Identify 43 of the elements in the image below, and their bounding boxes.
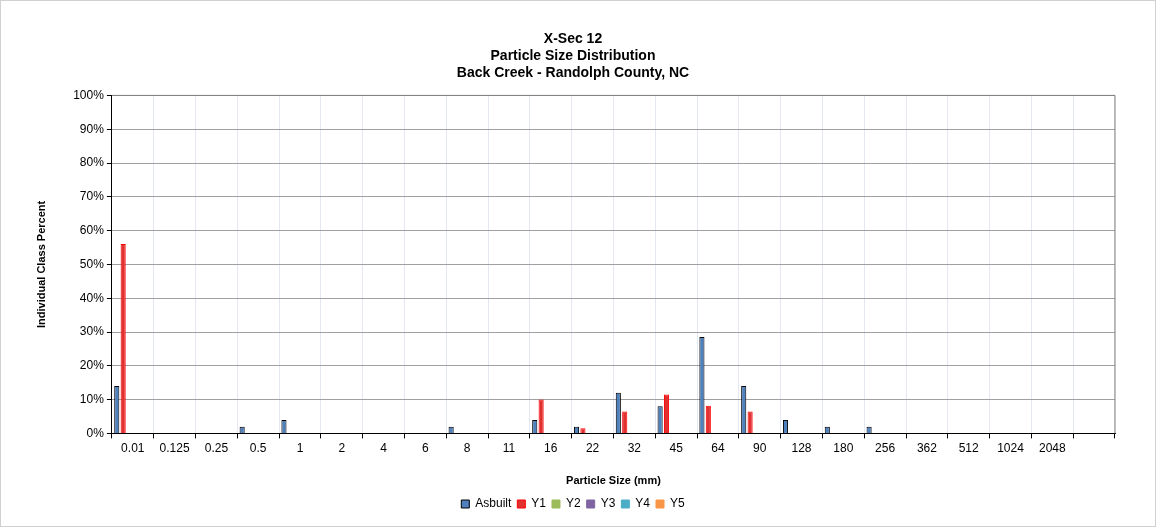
y-tick-label: 60%	[79, 222, 105, 237]
x-tick-label: 45	[669, 440, 684, 455]
chart-title: X-Sec 12 Particle Size Distribution Back Creek - Randolph County, NC	[456, 30, 690, 80]
x-tick-label: 0.25	[204, 440, 229, 455]
x-tick-label: 6	[422, 440, 430, 455]
x-tick-label: 64	[711, 440, 725, 455]
x-tick-label: 180	[833, 440, 854, 455]
x-tick-label: 128	[791, 440, 812, 455]
x-tick-label: 32	[627, 440, 642, 455]
x-tick-label: 1024	[997, 440, 1025, 455]
y-axis-title: Individual Class Percent	[34, 200, 47, 328]
x-tick-label: 2	[338, 440, 346, 455]
y-tick-label: 20%	[79, 358, 105, 373]
y-tick-label: 90%	[79, 121, 105, 136]
x-tick-label: 90	[753, 440, 767, 455]
x-tick-label: 16	[544, 440, 558, 455]
legend-label: Asbuilt	[475, 496, 512, 511]
x-tick-label: 1	[296, 440, 304, 455]
x-tick-label: 512	[958, 440, 980, 455]
y-tick-label: 80%	[79, 155, 105, 170]
x-tick-label: 4	[380, 440, 388, 455]
legend-label: Y4	[635, 496, 651, 511]
x-tick-label: 2048	[1038, 440, 1066, 455]
x-tick-label: 0.01	[121, 440, 145, 455]
x-tick-label: 0.125	[159, 440, 190, 455]
x-tick-label: 11	[502, 440, 516, 455]
x-tick-label: 22	[585, 440, 600, 455]
y-tick-label: 30%	[79, 324, 105, 339]
x-axis-title: Particle Size (mm)	[566, 474, 662, 487]
legend-label: Y5	[670, 496, 686, 511]
x-tick-label: 256	[875, 440, 896, 455]
y-tick-label: 100%	[73, 87, 105, 102]
y-tick-label: 0%	[86, 425, 105, 440]
y-tick-label: 40%	[79, 290, 105, 305]
legend-label: Y2	[565, 496, 581, 511]
x-tick-label: 362	[916, 440, 938, 455]
x-tick-label: 0.5	[249, 440, 267, 455]
x-tick-label: 8	[463, 440, 471, 455]
y-tick-label: 10%	[79, 391, 105, 406]
legend-label: Y3	[600, 496, 616, 511]
y-tick-label: 50%	[79, 256, 105, 271]
legend-label: Y1	[531, 496, 547, 511]
y-tick-label: 70%	[79, 189, 105, 204]
